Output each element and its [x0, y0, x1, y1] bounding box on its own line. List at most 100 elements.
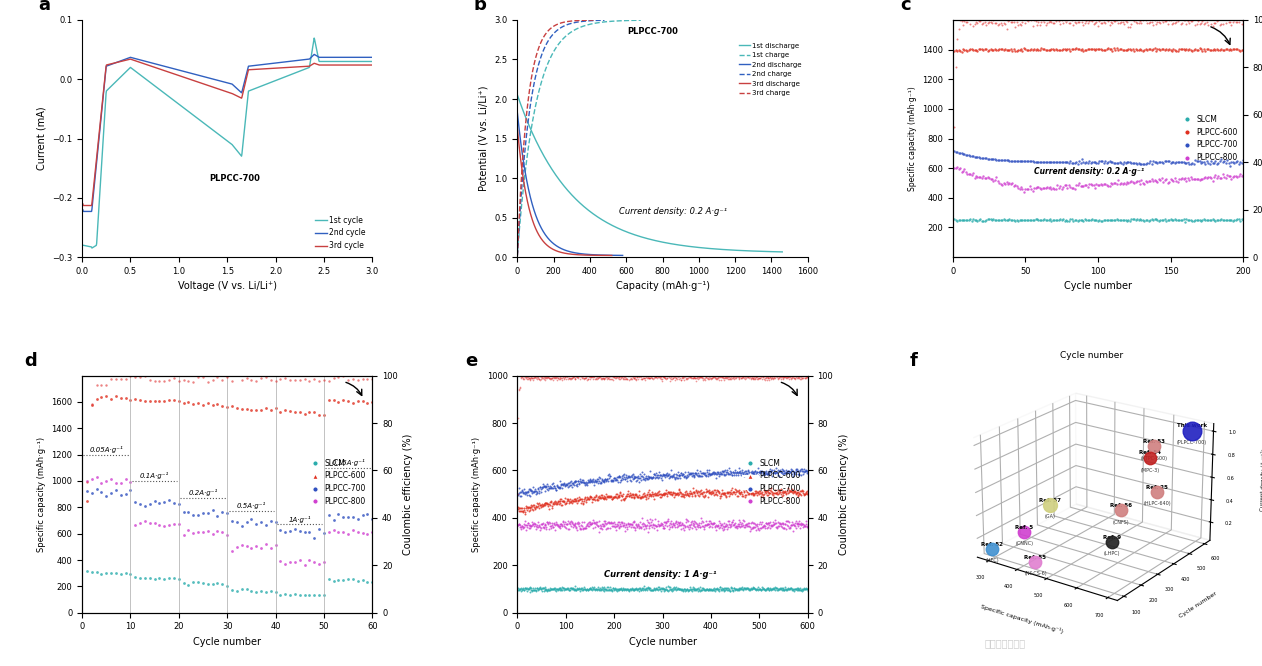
Point: [949, 214, 969, 225]
3rd cycle: [74, 200, 90, 208]
Point: [793, 372, 813, 383]
Point: [747, 466, 767, 477]
Point: [1104, 43, 1124, 53]
Point: [665, 584, 685, 595]
Point: [1188, 16, 1208, 27]
Point: [1208, 45, 1228, 55]
Point: [641, 491, 661, 501]
Point: [546, 375, 567, 386]
Point: [533, 482, 553, 492]
Point: [702, 469, 722, 480]
Point: [530, 372, 550, 382]
Point: [742, 517, 762, 527]
Point: [555, 480, 575, 490]
Point: [549, 370, 569, 381]
Point: [1058, 15, 1078, 25]
Point: [738, 584, 758, 595]
Y-axis label: Specific capacity (mAh·g⁻¹): Specific capacity (mAh·g⁻¹): [37, 437, 45, 551]
Point: [1119, 176, 1140, 187]
Point: [676, 583, 697, 594]
Point: [737, 583, 757, 593]
Point: [724, 371, 745, 382]
Point: [718, 516, 738, 527]
Point: [658, 470, 678, 480]
Point: [560, 480, 581, 490]
Point: [1094, 214, 1114, 225]
Point: [1172, 17, 1193, 28]
Point: [969, 152, 989, 163]
Point: [703, 372, 723, 382]
Point: [1082, 157, 1102, 167]
Point: [178, 397, 198, 408]
Point: [1162, 45, 1182, 56]
Point: [606, 584, 626, 595]
Point: [1165, 157, 1185, 168]
Point: [632, 518, 652, 529]
Point: [694, 492, 714, 502]
Point: [1011, 215, 1031, 226]
Point: [528, 583, 548, 593]
Point: [962, 151, 982, 161]
Point: [568, 583, 588, 594]
Point: [514, 484, 534, 494]
Point: [516, 503, 536, 513]
Point: [601, 585, 621, 595]
Point: [510, 385, 530, 396]
Point: [634, 488, 654, 499]
Point: [1085, 45, 1106, 55]
Point: [703, 372, 723, 382]
Point: [630, 486, 650, 496]
Point: [993, 178, 1013, 188]
Point: [795, 466, 815, 476]
Point: [756, 468, 776, 478]
Point: [645, 473, 665, 484]
Point: [1060, 181, 1080, 192]
Point: [984, 174, 1005, 185]
Point: [640, 472, 660, 483]
Point: [1223, 215, 1243, 226]
Point: [524, 373, 544, 384]
Point: [1206, 215, 1227, 226]
Point: [511, 583, 531, 594]
Point: [978, 17, 998, 28]
Point: [779, 516, 799, 527]
Point: [700, 487, 721, 498]
Point: [1044, 157, 1064, 167]
Point: [1159, 43, 1179, 54]
Point: [555, 372, 575, 382]
Point: [681, 583, 702, 594]
Point: [718, 583, 738, 593]
Point: [767, 374, 787, 384]
Point: [1166, 157, 1186, 167]
Point: [970, 153, 991, 163]
Point: [681, 488, 702, 498]
Point: [702, 521, 722, 532]
Point: [563, 583, 583, 594]
Point: [1106, 215, 1126, 226]
Point: [1099, 19, 1119, 30]
Point: [1008, 156, 1029, 166]
Point: [1222, 174, 1242, 184]
Point: [1088, 21, 1108, 31]
Point: [978, 213, 998, 224]
Point: [770, 485, 790, 496]
Point: [669, 584, 689, 595]
Point: [685, 468, 705, 478]
Point: [575, 372, 596, 383]
Point: [950, 148, 970, 159]
Point: [649, 519, 669, 530]
Point: [560, 496, 581, 507]
Point: [602, 494, 622, 505]
Point: [690, 513, 711, 523]
Point: [628, 370, 649, 381]
Point: [955, 17, 976, 27]
Point: [520, 374, 540, 385]
Point: [955, 166, 976, 177]
Point: [743, 583, 764, 593]
Point: [659, 523, 679, 534]
Point: [689, 518, 709, 529]
Point: [707, 485, 727, 496]
Point: [1078, 17, 1098, 28]
Point: [694, 491, 714, 501]
Point: [615, 522, 635, 533]
